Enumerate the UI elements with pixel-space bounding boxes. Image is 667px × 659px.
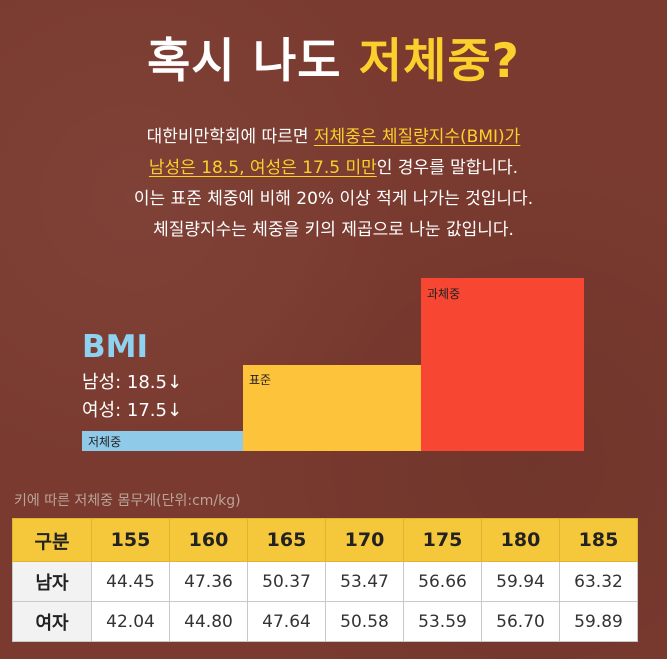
table-cell: 44.80 [169, 601, 248, 642]
page-title: 혹시 나도 저체중? [0, 22, 667, 91]
table-header-cell: 165 [247, 518, 326, 562]
table-caption: 키에 따른 저체중 몸무게(단위:cm/kg) [14, 493, 241, 509]
table-row-header: 남자 [12, 561, 92, 602]
table-cell: 63.32 [559, 561, 638, 602]
underweight-bar: 저체중 [82, 431, 243, 451]
table-cell: 50.58 [325, 601, 404, 642]
description-text: 인 경우를 말합니다. [376, 158, 519, 178]
table-cell: 50.37 [247, 561, 326, 602]
table-cell: 44.45 [91, 561, 170, 602]
table-cell: 56.66 [403, 561, 482, 602]
table-cell: 47.36 [169, 561, 248, 602]
table-row-header: 여자 [12, 601, 92, 642]
description-text: 대한비만학회에 따르면 [146, 127, 314, 147]
underweight-bar-label: 저체중 [88, 435, 122, 449]
table-cell: 42.04 [91, 601, 170, 642]
table-cell: 53.47 [325, 561, 404, 602]
table-header-cell: 160 [169, 518, 248, 562]
overweight-bar: 과체중 [421, 278, 584, 451]
table-row: 남자 44.45 47.36 50.37 53.47 56.66 59.94 6… [12, 561, 638, 602]
bmi-female-threshold: 여성: 17.5↓ [82, 400, 183, 421]
normal-bar-label: 표준 [249, 373, 272, 387]
table-row: 여자 42.04 44.80 47.64 50.58 53.59 56.70 5… [12, 601, 638, 642]
normal-bar: 표준 [243, 365, 421, 451]
description-highlight: 남성은 18.5, 여성은 17.5 미만 [148, 158, 377, 178]
table-cell: 53.59 [403, 601, 482, 642]
description-line-4: 체질량지수는 체중을 키의 제곱으로 나눈 값입니다. [153, 220, 514, 240]
description-line-1: 대한비만학회에 따르면 저체중은 체질량지수(BMI)가 [0, 122, 667, 153]
overweight-bar-label: 과체중 [427, 287, 461, 301]
bmi-label: BMI [82, 329, 149, 365]
table-header-cell: 구분 [12, 518, 92, 562]
description: 대한비만학회에 따르면 저체중은 체질량지수(BMI)가 남성은 18.5, 여… [0, 122, 667, 246]
table-header-cell: 180 [481, 518, 560, 562]
table-cell: 56.70 [481, 601, 560, 642]
bmi-male-threshold: 남성: 18.5↓ [82, 372, 183, 393]
table-header-cell: 155 [91, 518, 170, 562]
weight-table: 구분 155 160 165 170 175 180 185 남자 44.45 … [12, 518, 638, 642]
title-highlight: 저체중? [358, 34, 520, 89]
description-line-2: 남성은 18.5, 여성은 17.5 미만인 경우를 말합니다. [0, 153, 667, 184]
table-header-row: 구분 155 160 165 170 175 180 185 [12, 518, 638, 562]
description-line-3: 이는 표준 체중에 비해 20% 이상 적게 나가는 것입니다. [133, 189, 534, 209]
table-cell: 47.64 [247, 601, 326, 642]
table-header-cell: 170 [325, 518, 404, 562]
table-cell: 59.89 [559, 601, 638, 642]
table-cell: 59.94 [481, 561, 560, 602]
title-text: 혹시 나도 [147, 34, 342, 89]
table-header-cell: 185 [559, 518, 638, 562]
table-header-cell: 175 [403, 518, 482, 562]
description-highlight: 저체중은 체질량지수(BMI)가 [313, 127, 521, 147]
